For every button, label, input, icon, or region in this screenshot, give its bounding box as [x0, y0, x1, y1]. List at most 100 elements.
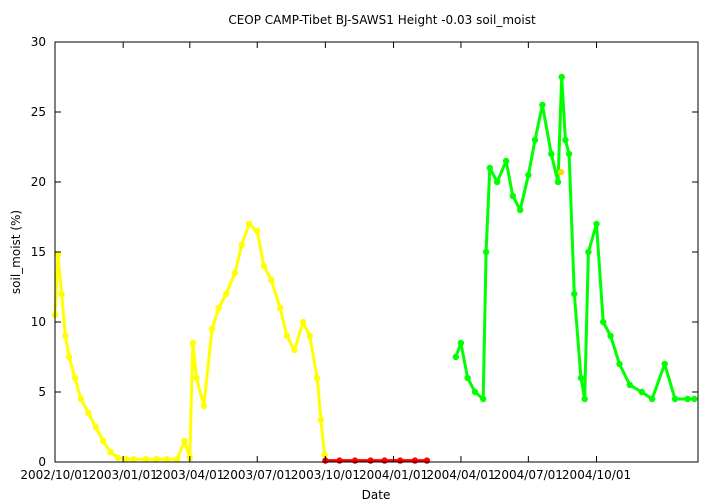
- series-3: [557, 169, 565, 176]
- data-point: [54, 251, 62, 258]
- data-point: [77, 395, 85, 403]
- data-point: [114, 454, 122, 461]
- data-point: [317, 416, 325, 424]
- y-tick-label: 25: [31, 105, 46, 119]
- data-point: [471, 388, 479, 396]
- data-point: [565, 150, 573, 158]
- data-point: [411, 457, 419, 464]
- x-tick-label: 2003/04/01: [155, 468, 224, 482]
- data-point: [691, 395, 698, 403]
- data-point: [509, 192, 516, 200]
- x-tick-label: 2004/04/01: [426, 468, 495, 482]
- data-point: [254, 227, 261, 235]
- y-tick-label: 10: [31, 315, 46, 329]
- data-point: [215, 304, 222, 312]
- data-point: [122, 456, 130, 463]
- data-point: [200, 402, 208, 410]
- data-point: [268, 276, 275, 284]
- data-point: [607, 332, 614, 340]
- data-point: [277, 304, 284, 312]
- data-point: [174, 456, 181, 463]
- data-point: [554, 178, 562, 186]
- data-point: [245, 220, 253, 228]
- data-point: [423, 457, 431, 464]
- data-point: [351, 457, 359, 464]
- data-point: [92, 423, 99, 431]
- x-tick-label: 2002/10/01: [20, 468, 89, 482]
- data-point: [581, 395, 588, 403]
- data-point: [193, 374, 200, 382]
- data-point: [381, 457, 388, 464]
- data-point: [558, 73, 565, 81]
- data-point: [671, 395, 679, 403]
- data-point: [571, 290, 578, 298]
- data-point: [283, 332, 291, 340]
- data-point: [107, 449, 114, 456]
- data-point: [231, 269, 239, 277]
- data-point: [62, 332, 69, 340]
- data-point: [71, 374, 79, 382]
- series-line: [454, 75, 695, 401]
- data-point: [616, 360, 623, 368]
- data-point: [260, 262, 268, 270]
- chart-title: CEOP CAMP-Tibet BJ-SAWS1 Height -0.03 so…: [228, 13, 536, 27]
- data-point: [661, 360, 668, 368]
- data-point: [531, 136, 539, 144]
- data-point: [321, 451, 328, 459]
- data-point: [557, 169, 565, 176]
- data-point: [163, 456, 171, 463]
- data-point: [480, 395, 487, 403]
- series-1: [322, 457, 431, 464]
- data-point: [314, 374, 321, 382]
- data-point: [222, 290, 230, 298]
- data-point: [539, 101, 546, 109]
- x-tick-label: 2003/10/01: [291, 468, 360, 482]
- x-axis-label: Date: [362, 488, 391, 502]
- data-point: [181, 437, 188, 445]
- data-point: [638, 388, 645, 396]
- x-tick-label: 2004/10/01: [562, 468, 631, 482]
- data-point: [577, 374, 585, 382]
- data-point: [562, 136, 569, 144]
- data-point: [142, 456, 150, 463]
- data-point: [548, 150, 555, 158]
- data-point: [300, 318, 307, 326]
- data-point: [464, 374, 471, 382]
- data-point: [525, 171, 532, 179]
- data-point: [65, 353, 73, 361]
- series-line: [53, 222, 327, 461]
- data-point: [238, 241, 245, 249]
- data-point: [626, 381, 633, 389]
- series-0: [51, 220, 328, 463]
- data-point: [100, 437, 107, 445]
- data-point: [684, 395, 691, 403]
- y-axis-label: soil_moist (%): [9, 210, 23, 294]
- data-point: [336, 457, 343, 464]
- data-point: [482, 248, 490, 256]
- data-point: [189, 339, 196, 347]
- data-point: [306, 332, 313, 340]
- data-point: [291, 346, 298, 354]
- data-point: [367, 457, 374, 464]
- data-point: [85, 409, 92, 417]
- data-point: [593, 220, 600, 228]
- y-tick-label: 5: [38, 385, 46, 399]
- data-point: [130, 456, 137, 463]
- y-tick-label: 15: [31, 245, 46, 259]
- data-point: [585, 248, 592, 256]
- y-tick-label: 0: [38, 455, 46, 469]
- data-point: [58, 290, 65, 298]
- data-point: [494, 178, 501, 186]
- plot-layer: [51, 73, 698, 464]
- y-tick-label: 30: [31, 35, 46, 49]
- x-tick-label: 2004/01/01: [359, 468, 428, 482]
- x-tick-label: 2004/07/01: [494, 468, 563, 482]
- data-point: [397, 457, 404, 464]
- data-point: [600, 318, 607, 326]
- y-tick-label: 20: [31, 175, 46, 189]
- data-point: [452, 353, 459, 361]
- x-axis: 2002/10/012003/01/012003/04/012003/07/01…: [20, 42, 631, 482]
- y-axis: 0 5 10 15 20 25 30: [31, 35, 698, 469]
- data-point: [153, 456, 160, 463]
- data-point: [208, 325, 216, 333]
